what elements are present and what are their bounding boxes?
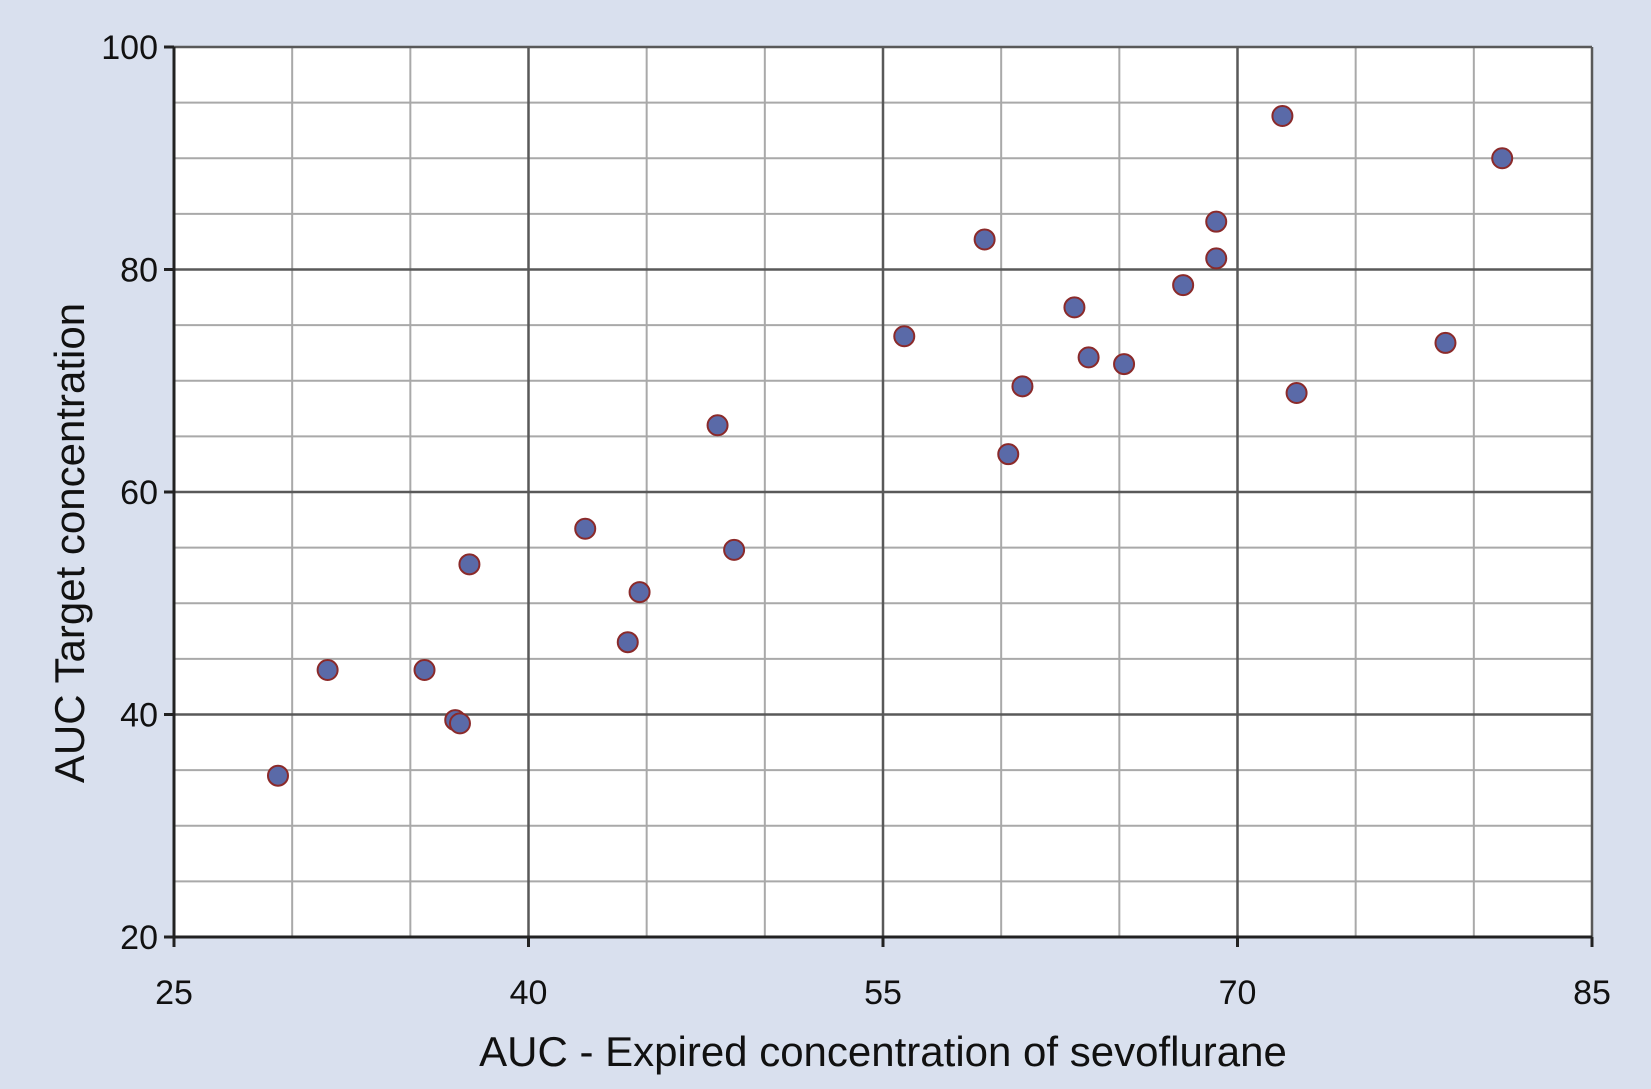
data-point — [706, 414, 729, 437]
data-point — [1077, 346, 1100, 369]
x-tick-labels: 25 40 55 70 85 — [155, 974, 1611, 1012]
y-tick-label: 100 — [101, 29, 158, 67]
data-point — [893, 325, 916, 348]
y-tick-labels: 20 40 60 80 100 — [101, 29, 158, 957]
x-tick-label: 25 — [155, 974, 193, 1012]
data-point — [1491, 147, 1514, 170]
x-tick-label: 70 — [1219, 974, 1257, 1012]
x-tick-label: 55 — [864, 974, 902, 1012]
x-axis-label: AUC - Expired concentration of sevoflura… — [479, 1028, 1287, 1075]
data-point — [1011, 375, 1034, 398]
data-point — [448, 712, 471, 735]
data-point — [266, 764, 289, 787]
data-point — [616, 631, 639, 654]
data-point — [316, 659, 339, 681]
grid-major — [174, 45, 1594, 937]
data-point — [723, 538, 746, 561]
data-point — [1271, 104, 1294, 127]
data-point — [628, 581, 651, 604]
x-tick-label: 40 — [510, 974, 548, 1012]
x-tick-label: 85 — [1573, 974, 1611, 1012]
data-point — [997, 443, 1020, 466]
data-point — [1063, 296, 1086, 319]
y-tick-label: 20 — [120, 919, 158, 957]
y-tick-label: 80 — [120, 252, 158, 290]
axes — [164, 45, 1594, 947]
data-point — [1205, 247, 1228, 270]
data-points — [266, 104, 1514, 787]
y-tick-label: 60 — [120, 474, 158, 512]
data-point — [413, 659, 436, 681]
data-point — [973, 228, 996, 251]
data-point — [1113, 353, 1136, 376]
y-tick-label: 40 — [120, 697, 158, 735]
y-axis-label: AUC Target concentration — [46, 303, 93, 783]
data-point — [1205, 210, 1228, 233]
data-point — [574, 517, 597, 540]
data-point — [1434, 331, 1457, 354]
data-point — [458, 553, 481, 576]
data-point — [1285, 381, 1308, 404]
data-point — [1172, 274, 1195, 297]
